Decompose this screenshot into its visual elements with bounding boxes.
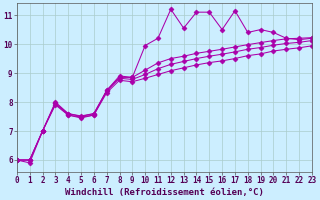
X-axis label: Windchill (Refroidissement éolien,°C): Windchill (Refroidissement éolien,°C) — [65, 188, 264, 197]
